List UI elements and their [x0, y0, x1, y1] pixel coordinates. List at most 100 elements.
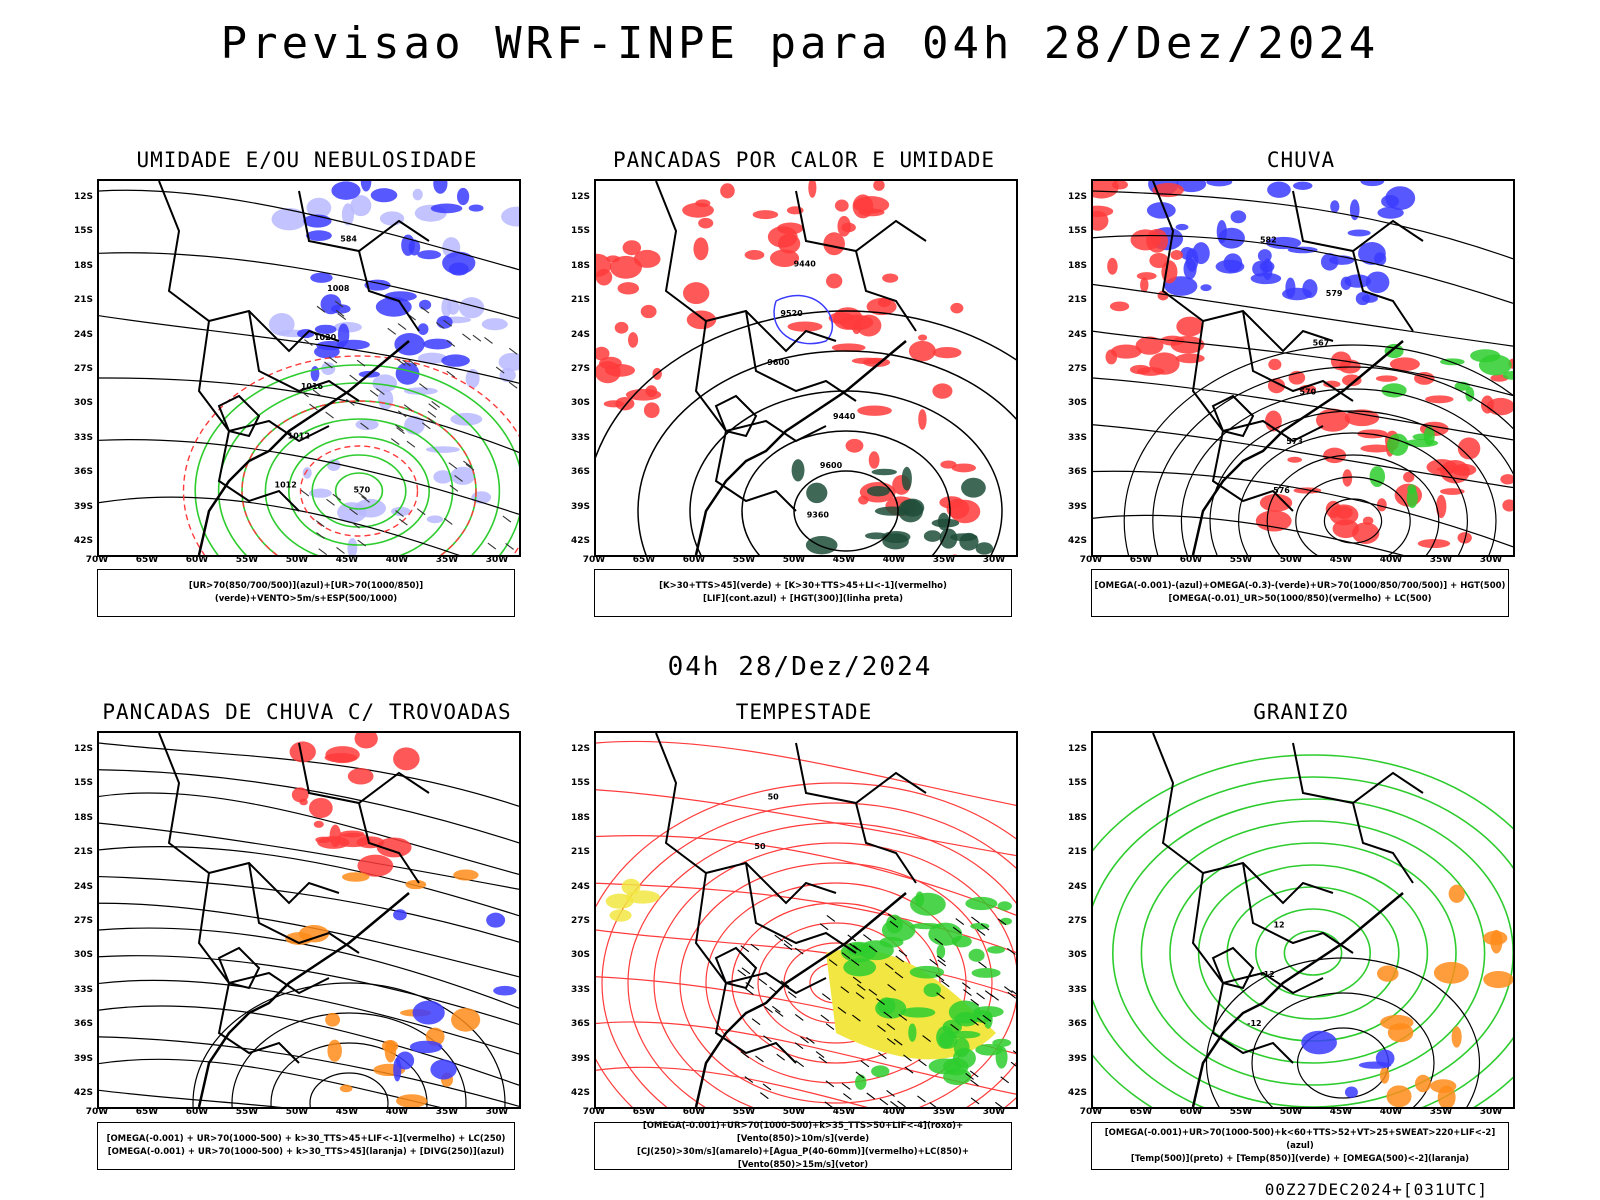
field-patch	[1381, 383, 1407, 398]
wind-vector	[408, 359, 418, 367]
wind-vector	[860, 1060, 870, 1068]
wind-vector	[970, 1018, 979, 1026]
map-canvas: 582 576 573 570 567 579	[1093, 181, 1513, 555]
latitude-tick-label: 42S	[1067, 536, 1087, 546]
wind-vector	[887, 983, 896, 991]
longitude-tick-label: 30W	[982, 1107, 1006, 1117]
streamline	[99, 1005, 519, 1086]
wind-vector	[922, 1035, 931, 1043]
latitude-tick-label: 24S	[570, 329, 590, 340]
streamline	[99, 846, 519, 917]
field-patch	[682, 202, 714, 218]
field-patch	[1329, 504, 1359, 526]
field-patch	[1355, 292, 1370, 306]
latitude-tick-label: 18S	[570, 812, 590, 823]
field-patch	[901, 466, 912, 491]
field-patch	[897, 499, 924, 523]
field-patch	[396, 1094, 428, 1107]
longitude-tick-label: 30W	[982, 555, 1006, 565]
wind-vector	[446, 370, 456, 378]
legend-line: [CJ(250)>30m/s](amarelo)+[Agua_P(40-60mm…	[636, 1147, 970, 1170]
contour-line	[1283, 930, 1343, 976]
latitude-tick-label: 39S	[570, 501, 590, 512]
streamline	[99, 439, 519, 515]
latitude-tick-label: 18S	[73, 812, 93, 823]
wind-vector	[897, 1100, 906, 1107]
field-patch	[306, 197, 332, 219]
wind-vector	[976, 929, 986, 936]
longitude-tick-label: 60W	[682, 1107, 706, 1117]
latitude-tick-label: 18S	[1067, 812, 1087, 823]
field-patch	[915, 891, 925, 908]
wind-vector	[855, 992, 865, 999]
longitude-tick-label: 35W	[435, 555, 459, 565]
streamline	[99, 955, 519, 1026]
field-patch	[360, 181, 372, 192]
wind-vector	[443, 319, 452, 327]
wind-vector	[337, 313, 347, 320]
streamline	[99, 792, 519, 876]
field-patch	[405, 879, 427, 890]
wind-vector	[894, 971, 904, 979]
field-patch	[1436, 494, 1447, 519]
field-patch	[932, 383, 953, 399]
wind-vector	[745, 981, 755, 989]
wind-vector	[794, 947, 804, 955]
field-patch	[698, 217, 714, 229]
streamline	[99, 252, 519, 319]
field-patch	[1146, 228, 1169, 253]
field-patch	[325, 746, 360, 764]
latitude-tick-label: 33S	[1067, 432, 1087, 443]
field-patch	[823, 232, 845, 256]
latitude-tick-label: 12S	[570, 744, 590, 754]
wind-vector	[763, 1035, 772, 1043]
field-patch	[683, 282, 710, 305]
field-patch	[370, 188, 398, 203]
field-patch	[458, 297, 485, 319]
forecast-time-subtitle: 04h 28/Dez/2024	[667, 652, 933, 682]
field-patch	[1109, 301, 1130, 312]
field-patch	[375, 297, 412, 317]
field-patch	[1385, 186, 1416, 211]
field-patch	[959, 532, 979, 551]
field-patch	[433, 470, 453, 484]
wind-vector	[316, 305, 326, 313]
wind-vector	[890, 1101, 899, 1107]
contour-line	[241, 400, 477, 555]
wind-vector	[878, 1052, 887, 1060]
wind-vector	[760, 1092, 769, 1100]
contour-line	[601, 802, 1016, 1107]
streamline	[1093, 190, 1513, 260]
map-canvas	[99, 733, 519, 1107]
latitude-tick-label: 39S	[1067, 501, 1087, 512]
field-patch	[430, 1059, 457, 1080]
latitude-tick-label: 18S	[570, 260, 590, 271]
wind-vector	[449, 484, 459, 492]
latitude-tick-label: 36S	[570, 467, 590, 478]
field-patch	[417, 352, 447, 364]
wind-vector	[849, 943, 858, 950]
field-patch	[457, 187, 470, 206]
field-patch	[289, 741, 316, 763]
longitude-tick-label: 35W	[1429, 555, 1453, 565]
wind-vector	[825, 1023, 835, 1030]
field-patch	[468, 204, 484, 212]
longitude-tick-label: 55W	[1229, 1107, 1253, 1117]
field-patch	[1135, 336, 1164, 355]
streamline	[99, 189, 519, 271]
wind-vector	[741, 967, 751, 975]
wind-vector	[893, 1038, 903, 1046]
contour-line	[309, 1072, 389, 1107]
field-patch	[942, 1019, 962, 1035]
wind-vector	[940, 980, 950, 988]
field-patch	[453, 869, 479, 881]
field-patch	[341, 872, 370, 882]
contour-label: 573	[1286, 437, 1303, 446]
field-patch	[1093, 210, 1109, 231]
panel-title: GRANIZO	[1253, 700, 1349, 724]
field-patch	[961, 477, 986, 498]
streamline	[1093, 283, 1513, 347]
longitude-tick-label: 50W	[782, 1107, 806, 1117]
field-patch	[873, 181, 885, 191]
wind-vector	[800, 1036, 809, 1044]
